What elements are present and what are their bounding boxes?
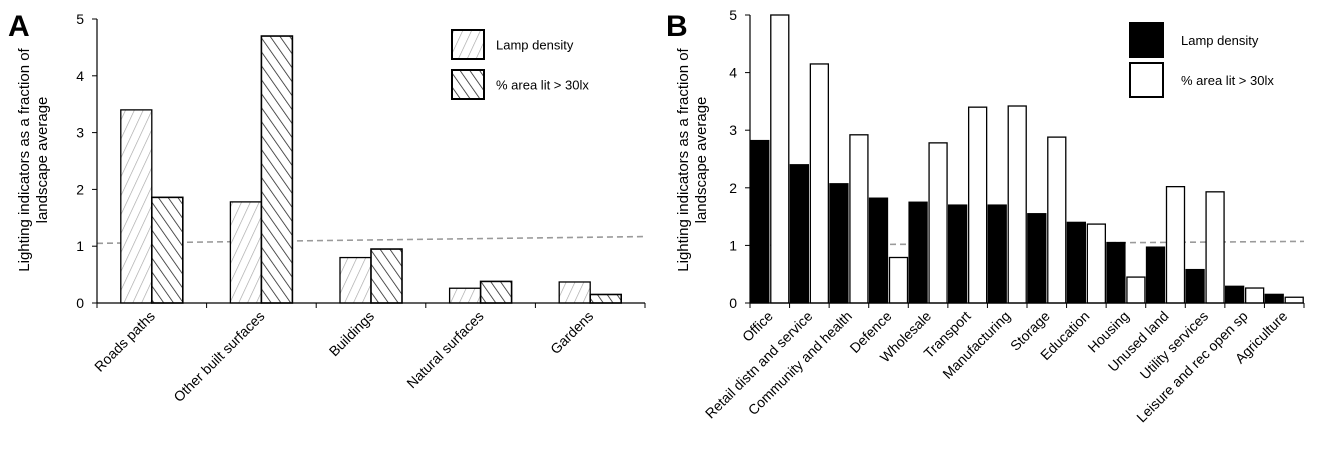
panel-b-bar-area-lit-30lx-utility-services [1205,191,1225,304]
panel-a-axes [96,19,646,308]
panel-b-chart: B Lighting indicators as a fraction of l… [666,7,1305,426]
panel-b-bar-lamp-density-defence [868,197,889,304]
panel-a-legend: Lamp density % area lit > 30lx [451,29,589,100]
panel-b-bar-area-lit-30lx-agriculture [1284,296,1304,304]
panel-a-dashed-reference-line [96,235,646,245]
panel-a-bar-lamp-density-gardens [558,281,591,304]
panel-a-y-tick-label: 5 [76,11,84,27]
panel-b-bar-lamp-density-wholesale [908,201,928,304]
panel-a-x-label-natural-surfaces: Natural surfaces [403,308,486,391]
panel-b-y-axis-title-line2: landscape average [693,97,710,224]
panel-b-bar-lamp-density-transport [947,204,968,304]
panel-b-bar-lamp-density-manufacturing [987,204,1007,304]
panel-b-y-tick-label: 3 [729,122,737,138]
panel-a-bar-area-lit-30lx-roads-paths [151,196,184,304]
panel-b-bar-area-lit-30lx-leisure-and-rec-open-sp [1244,287,1265,304]
panel-b-legend-label-area-lit-30lx: % area lit > 30lx [1181,73,1274,88]
panel-b-bar-lamp-density-housing [1106,241,1126,304]
panel-a-x-label-buildings: Buildings [326,308,377,359]
panel-a-x-labels: Roads paths Other built surfaces Buildings… [91,308,596,405]
panel-a-legend-swatch-lamp-density [451,29,485,60]
panel-a-x-label-roads-paths: Roads paths [91,308,158,375]
panel-b-bar-lamp-density-unused-land [1145,246,1166,304]
panel-b-bar-lamp-density-office [750,139,770,304]
panel-b-legend: Lamp density % area lit > 30lx [1129,22,1274,98]
panel-b-bar-area-lit-30lx-office [770,14,790,304]
panel-b-bar-area-lit-30lx-storage [1047,136,1067,304]
panel-b-legend-swatch-lamp-density [1129,22,1164,58]
panel-b-bars [750,14,1304,304]
panel-b-bar-area-lit-30lx-education [1086,223,1107,304]
panel-a-y-tick-label: 4 [76,68,84,84]
panel-b-bar-area-lit-30lx-manufacturing [1007,105,1027,304]
panel-a-legend-label-area-lit-30lx: % area lit > 30lx [496,78,589,93]
panel-b-bar-area-lit-30lx-defence [888,256,909,304]
panel-a-bar-area-lit-30lx-other-built-surfaces [260,35,294,304]
panel-a-y-tick-label: 3 [76,125,84,141]
panel-a-x-label-gardens: Gardens [547,308,596,357]
panel-b-bar-lamp-density-storage [1027,213,1047,304]
panel-b-axes [749,15,1305,308]
panel-b-x-label-office: Office [739,308,776,345]
panel-a-bar-lamp-density-natural-surfaces [448,287,482,304]
panel-a-reference-line [96,235,646,245]
panel-b-y-axis-title-line1: Lighting indicators as a fraction of [675,47,692,271]
panel-b-bar-area-lit-30lx-retail-distn-and-service [809,63,830,304]
panel-a-bars [120,35,623,304]
panel-b-bar-lamp-density-leisure-and-rec-open-sp [1224,285,1245,304]
panel-b-bar-lamp-density-education [1066,221,1087,304]
panel-b-y-tick-label: 2 [729,180,737,196]
panel-b-bar-area-lit-30lx-unused-land [1165,185,1186,304]
panel-b-y-tick-label: 0 [729,295,737,311]
panel-a-bar-area-lit-30lx-gardens [589,293,623,304]
panel-a-legend-label-lamp-density: Lamp density [496,38,574,53]
panel-b-y-tick-label: 5 [729,7,737,23]
panel-b-bar-lamp-density-retail-distn-and-service [789,164,810,304]
panel-a-bar-lamp-density-other-built-surfaces [229,201,263,304]
panel-a-letter: A [8,10,30,43]
panel-a-x-label-other-built-surfaces: Other built surfaces [170,308,267,405]
panel-a-legend-swatch-area-lit-30lx [451,69,485,100]
panel-b-bar-lamp-density-community-and-health [829,183,849,304]
panel-b-bar-area-lit-30lx-wholesale [928,142,948,304]
panel-a-y-axis-title-line1: Lighting indicators as a fraction of [16,47,33,271]
panel-a-y-tick-label: 2 [76,181,84,197]
panel-b-bar-area-lit-30lx-community-and-health [849,134,869,304]
panel-b-bar-lamp-density-agriculture [1264,293,1284,304]
panel-b-y-tick-label: 4 [729,65,737,81]
panel-b-y-tick-label: 1 [729,237,737,253]
panel-b-y-ticks: 0 1 2 3 4 5 [729,7,750,311]
panel-b-legend-swatch-area-lit-30lx [1129,62,1164,98]
panel-a-bar-area-lit-30lx-natural-surfaces [479,280,513,304]
panel-a-y-tick-label: 0 [76,295,84,311]
panel-b-bar-area-lit-30lx-housing [1126,276,1146,304]
panel-a-bar-lamp-density-roads-paths [120,109,153,304]
panel-a-chart: A Lighting indicators as a fraction of l… [8,10,646,405]
panel-a-y-ticks: 0 1 2 3 4 5 [76,11,97,311]
panel-a-y-tick-label: 1 [76,238,84,254]
panel-a-bar-lamp-density-buildings [339,256,372,304]
panel-b-bar-lamp-density-utility-services [1185,268,1205,304]
panel-b-bar-area-lit-30lx-transport [967,106,988,304]
panel-b-letter: B [666,10,688,43]
panel-a-y-axis-title-line2: landscape average [34,97,51,224]
panel-b-legend-label-lamp-density: Lamp density [1181,33,1259,48]
panel-a-bar-area-lit-30lx-buildings [370,248,403,304]
